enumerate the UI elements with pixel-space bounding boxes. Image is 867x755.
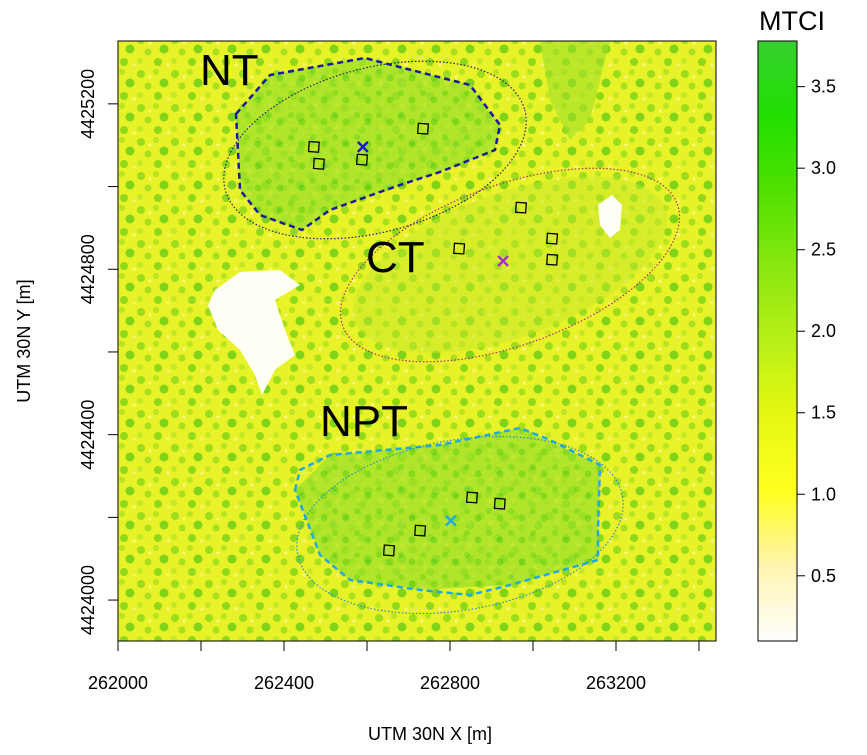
- site-label: NT: [200, 46, 259, 95]
- colorbar-tick-label: 3.0: [811, 158, 836, 178]
- x-tick-label: 262400: [254, 673, 314, 693]
- site-label: NPT: [320, 397, 408, 446]
- colorbar-tick-label: 0.5: [811, 566, 836, 586]
- plot-square: [307, 140, 320, 153]
- colorbar: [757, 40, 798, 642]
- plot-square: [453, 242, 466, 255]
- npt-boundary: [293, 426, 602, 597]
- npt-canopy: [295, 428, 600, 590]
- site-center: [444, 514, 457, 527]
- colorbar-tick-label: 2.5: [811, 240, 836, 260]
- plot-square: [546, 232, 559, 245]
- x-tick-label: 262000: [88, 673, 148, 693]
- x-axis-title: UTM 30N X [m]: [368, 724, 492, 744]
- npt-buffer: [296, 435, 624, 615]
- x-tick-label: 263200: [586, 673, 646, 693]
- y-tick-label: 4424800: [78, 234, 98, 304]
- plot-square: [465, 491, 479, 504]
- bare-patch: [598, 195, 622, 238]
- x-tick-label: 262800: [420, 673, 480, 693]
- y-tick-label: 4424400: [78, 400, 98, 470]
- plot-square: [546, 253, 559, 266]
- y-axis-title: UTM 30N Y [m]: [14, 279, 34, 402]
- colorbar-tick-label: 2.0: [811, 321, 836, 341]
- ct-canopy: [353, 176, 667, 354]
- y-tick-label: 4425200: [78, 69, 98, 139]
- plot-square: [312, 157, 325, 170]
- canopy-patch: [540, 41, 610, 140]
- colorbar-tick-label: 3.5: [811, 77, 836, 97]
- plot-square: [355, 153, 369, 166]
- plot-square: [514, 201, 527, 214]
- plot-square: [416, 122, 430, 135]
- colorbar-tick-label: 1.5: [811, 403, 836, 423]
- site-center: [356, 140, 369, 153]
- raster: [118, 41, 716, 641]
- plot-square: [414, 524, 427, 537]
- nt-boundary: [234, 56, 502, 232]
- site-center: [497, 255, 509, 267]
- colorbar-tick-label: 1.0: [811, 484, 836, 504]
- nt-buffer: [223, 60, 527, 240]
- plot-square: [493, 497, 506, 510]
- site-label: CT: [366, 233, 425, 282]
- bare-patch: [208, 270, 300, 395]
- colorbar-title: MTCI: [759, 6, 825, 36]
- y-tick-label: 4424000: [78, 565, 98, 635]
- nt-canopy: [236, 58, 500, 230]
- plot-square: [382, 544, 396, 557]
- plot-frame: [117, 40, 717, 642]
